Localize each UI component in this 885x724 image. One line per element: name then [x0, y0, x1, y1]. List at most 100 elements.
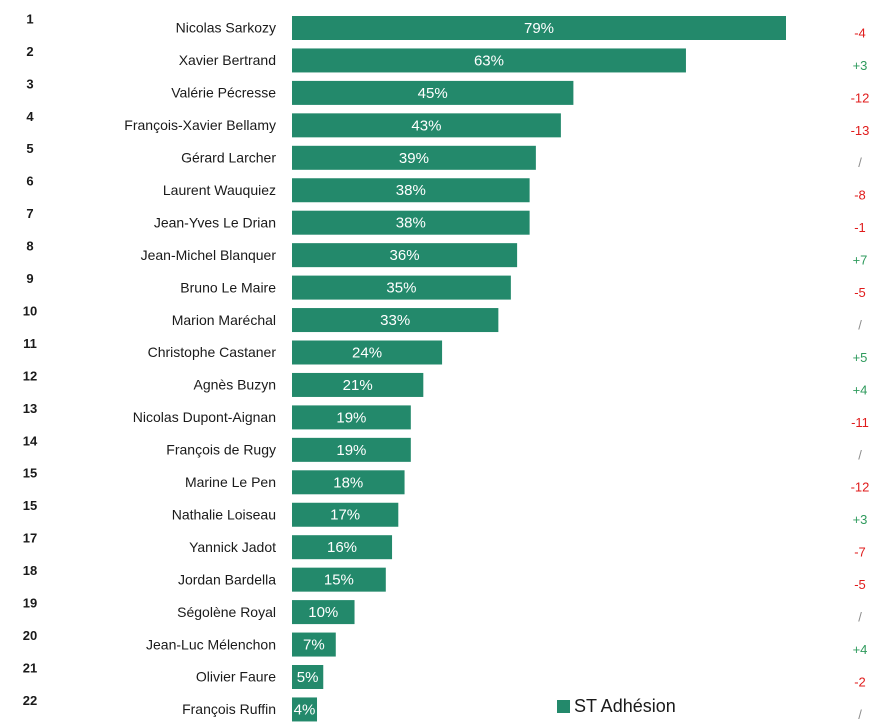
bar	[292, 437, 411, 462]
category-label: Jean-Luc Mélenchon	[146, 636, 276, 652]
bar	[292, 16, 786, 40]
rank-label: 15	[23, 498, 37, 513]
rank-label: 10	[23, 303, 37, 318]
bar-value-label: 15%	[324, 572, 354, 589]
rank-label: 5	[26, 141, 33, 156]
category-label: Marion Maréchal	[172, 312, 276, 328]
category-label: Laurent Wauquiez	[163, 182, 276, 198]
change-label: /	[858, 447, 862, 462]
change-label: /	[858, 317, 862, 332]
bar-value-label: 18%	[333, 474, 363, 491]
category-label: Jean-Michel Blanquer	[141, 247, 277, 263]
change-label: -12	[851, 90, 870, 105]
change-label: +4	[853, 642, 868, 657]
bar	[292, 600, 355, 625]
bar	[292, 632, 336, 657]
bar-value-label: 43%	[411, 117, 441, 134]
change-label: +5	[853, 350, 868, 365]
legend-label: ST Adhésion	[574, 696, 676, 716]
bar-value-label: 5%	[297, 669, 319, 686]
change-label: -13	[851, 123, 870, 138]
change-label: -5	[854, 285, 866, 300]
bar	[292, 210, 530, 235]
bar-value-label: 38%	[396, 215, 426, 232]
category-label: Agnès Buzyn	[194, 377, 277, 393]
bar-value-label: 33%	[380, 312, 410, 329]
change-label: -4	[854, 25, 866, 40]
bar	[292, 80, 574, 105]
category-label: Bruno Le Maire	[180, 279, 276, 295]
rank-label: 12	[23, 368, 37, 383]
category-label: François-Xavier Bellamy	[124, 117, 276, 133]
bar-value-label: 17%	[330, 507, 360, 524]
rank-label: 15	[23, 466, 37, 481]
category-label: Yannick Jadot	[189, 539, 276, 555]
bar-value-label: 35%	[386, 280, 416, 297]
bar	[292, 340, 443, 365]
rank-label: 19	[23, 596, 37, 611]
bar-value-label: 36%	[390, 247, 420, 264]
category-label: Olivier Faure	[196, 669, 276, 685]
bar-value-label: 16%	[327, 539, 357, 556]
rank-label: 7	[26, 206, 33, 221]
category-label: Xavier Bertrand	[179, 52, 276, 68]
category-label: François Ruffin	[182, 701, 276, 717]
change-label: +4	[853, 382, 868, 397]
bar	[292, 697, 318, 722]
bar-value-label: 63%	[474, 52, 504, 69]
bar-value-label: 79%	[524, 20, 554, 37]
bar	[292, 405, 411, 430]
bar-value-label: 21%	[343, 377, 373, 394]
rank-label: 17	[23, 531, 37, 546]
rank-label: 3	[26, 76, 33, 91]
bar	[292, 145, 536, 170]
change-label: -12	[851, 480, 870, 495]
change-label: /	[858, 707, 862, 722]
rank-label: 18	[23, 563, 37, 578]
rank-label: 14	[23, 433, 38, 448]
rank-label: 8	[26, 239, 33, 254]
change-label: -1	[854, 220, 866, 235]
bar	[292, 470, 405, 495]
bar	[292, 113, 561, 138]
change-label: -8	[854, 188, 866, 203]
bar-value-label: 45%	[418, 85, 448, 102]
bar-value-label: 10%	[308, 604, 338, 621]
bar	[292, 665, 324, 689]
change-label: /	[858, 155, 862, 170]
bar-value-label: 19%	[336, 442, 366, 459]
legend: ST Adhésion	[557, 696, 676, 717]
bar-value-label: 7%	[303, 637, 325, 654]
category-label: Valérie Pécresse	[171, 85, 276, 101]
rank-label: 6	[26, 174, 33, 189]
change-label: -2	[854, 674, 866, 689]
category-label: Gérard Larcher	[181, 150, 276, 166]
rank-label: 21	[23, 660, 37, 675]
category-label: Jordan Bardella	[178, 571, 276, 587]
rank-label: 22	[23, 693, 37, 708]
change-label: +3	[853, 58, 868, 73]
rank-label: 11	[23, 336, 37, 351]
legend-swatch	[557, 700, 570, 713]
change-label: +3	[853, 512, 868, 527]
category-label: Christophe Castaner	[148, 344, 277, 360]
bar	[292, 567, 386, 592]
change-label: /	[858, 610, 862, 625]
bar	[292, 275, 511, 300]
category-label: Nicolas Sarkozy	[176, 20, 276, 36]
bar-value-label: 4%	[294, 701, 316, 718]
category-label: François de Rugy	[166, 442, 276, 458]
bar	[292, 48, 686, 73]
bar	[292, 308, 499, 333]
bar-value-label: 24%	[352, 344, 382, 361]
bar-value-label: 39%	[399, 150, 429, 167]
bar	[292, 243, 518, 268]
category-label: Nathalie Loiseau	[172, 506, 276, 522]
bar	[292, 535, 393, 560]
bar-value-label: 19%	[336, 409, 366, 426]
bar-value-label: 38%	[396, 182, 426, 199]
change-label: -5	[854, 577, 866, 592]
rank-label: 13	[23, 401, 37, 416]
category-label: Ségolène Royal	[177, 604, 276, 620]
